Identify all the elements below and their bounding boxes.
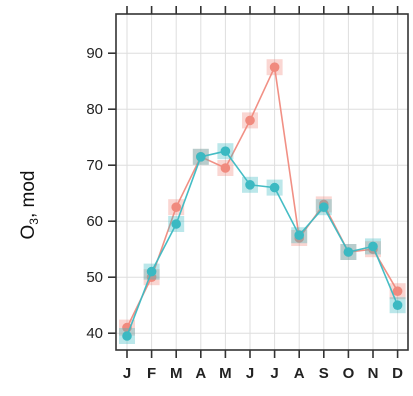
x-tick-label: M: [219, 365, 232, 382]
y-axis-label-subscript: 3: [27, 218, 41, 225]
grid: [116, 14, 408, 350]
data-point: [392, 300, 403, 311]
series-line: [126, 150, 399, 337]
x-tick-label: M: [170, 365, 183, 382]
x-tick-label: J: [123, 365, 131, 382]
data-point: [220, 146, 231, 156]
data-point: [294, 230, 305, 240]
x-tick-label: O: [343, 365, 355, 382]
x-tick-label: J: [246, 365, 254, 382]
series-1: [119, 59, 406, 336]
data-point: [245, 115, 255, 126]
x-tick-label: N: [368, 365, 379, 382]
x-tick-label: J: [270, 365, 278, 382]
x-tick-label: D: [392, 365, 403, 382]
series-line: [126, 64, 399, 328]
plot-frame: [115, 13, 409, 351]
y-tick-label: 50: [86, 269, 103, 286]
data-point: [319, 202, 329, 212]
y-axis-label-rest: , mod: [18, 171, 39, 219]
data-point: [343, 247, 354, 257]
plot-border: [115, 13, 409, 351]
x-tick-label: F: [147, 365, 156, 382]
data-point: [269, 182, 280, 193]
data-point: [245, 180, 255, 190]
data-point: [392, 286, 403, 297]
y-tick-label: 90: [86, 45, 103, 62]
y-axis: 40 50 60 70 80 90: [86, 45, 116, 342]
series-2: [119, 143, 406, 344]
series-layer: [119, 59, 406, 344]
y-tick-label: 80: [86, 101, 103, 118]
y-axis-label-main: O: [18, 225, 39, 240]
data-point: [269, 62, 280, 72]
data-point: [146, 266, 157, 277]
x-tick-label: A: [195, 365, 206, 382]
data-point: [122, 331, 132, 341]
y-axis-label: O3, mod: [18, 171, 41, 240]
y-tick-label: 40: [86, 325, 103, 342]
data-point: [196, 152, 206, 162]
x-tick-label: S: [319, 365, 329, 382]
x-tick-label: A: [294, 365, 305, 382]
y-tick-label: 70: [86, 157, 103, 174]
data-point: [368, 241, 378, 252]
data-point: [220, 163, 231, 173]
y-tick-label: 60: [86, 213, 103, 230]
data-point: [171, 219, 181, 229]
data-point: [171, 202, 181, 212]
